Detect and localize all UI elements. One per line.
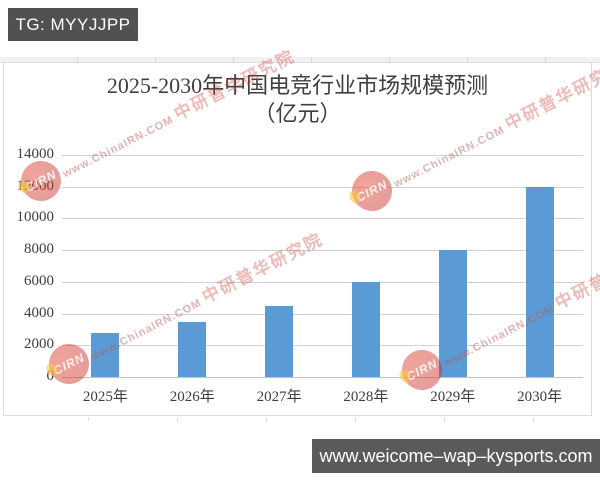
bar-2029年 — [438, 250, 467, 377]
telegram-promo-banner: TG: MYYJJPP — [8, 8, 138, 41]
gridline-8000 — [62, 250, 583, 252]
x-tick-label-2026年: 2026年 — [169, 389, 215, 405]
y-tick-label-12000: 12000 — [16, 177, 55, 194]
y-axis-labels: 0 2000 4000 6000 8000 10000 12000 14000 — [0, 147, 55, 384]
plot-area — [62, 155, 583, 378]
x-axis-labels: 2025年 2026年 2027年 2028年 2029年 2030年 — [62, 385, 583, 405]
bar-2028年 — [351, 281, 380, 377]
bar-2030年 — [525, 186, 554, 377]
x-tick-label-2030年: 2030年 — [517, 389, 563, 405]
x-tick-label-2028年: 2028年 — [343, 389, 389, 405]
bar-2025年 — [91, 332, 120, 377]
chart-title: 2025-2030年中国电竞行业市场规模预测 （亿元） — [3, 72, 592, 127]
x-tick-label-2025年: 2025年 — [82, 389, 128, 405]
y-tick-label-8000: 8000 — [24, 241, 54, 258]
website-promo-banner: www.weicome–wap–kysports.com — [312, 439, 600, 473]
x-tick-label-2027年: 2027年 — [256, 389, 302, 405]
gridline-12000 — [62, 186, 583, 188]
y-tick-label-4000: 4000 — [24, 304, 54, 321]
y-tick-label-0: 0 — [46, 368, 55, 384]
gridline-4000 — [62, 313, 583, 315]
x-tick-label-2029年: 2029年 — [430, 389, 476, 405]
bar-2027年 — [265, 305, 294, 377]
y-tick-label-14000: 14000 — [16, 146, 55, 162]
gridline-0 — [62, 377, 583, 378]
spreadsheet-column-ticks — [0, 417, 600, 421]
gridline-10000 — [62, 218, 583, 220]
chart-title-line1: 2025-2030年中国电竞行业市场规模预测 — [106, 73, 489, 98]
gridline-14000 — [62, 155, 583, 156]
y-tick-label-10000: 10000 — [16, 209, 55, 226]
gridline-2000 — [62, 345, 583, 347]
bar-2026年 — [178, 321, 207, 377]
gridline-6000 — [62, 281, 583, 283]
chart-title-line2: （亿元） — [253, 100, 342, 126]
y-tick-label-2000: 2000 — [24, 336, 54, 353]
y-tick-label-6000: 6000 — [24, 272, 54, 289]
